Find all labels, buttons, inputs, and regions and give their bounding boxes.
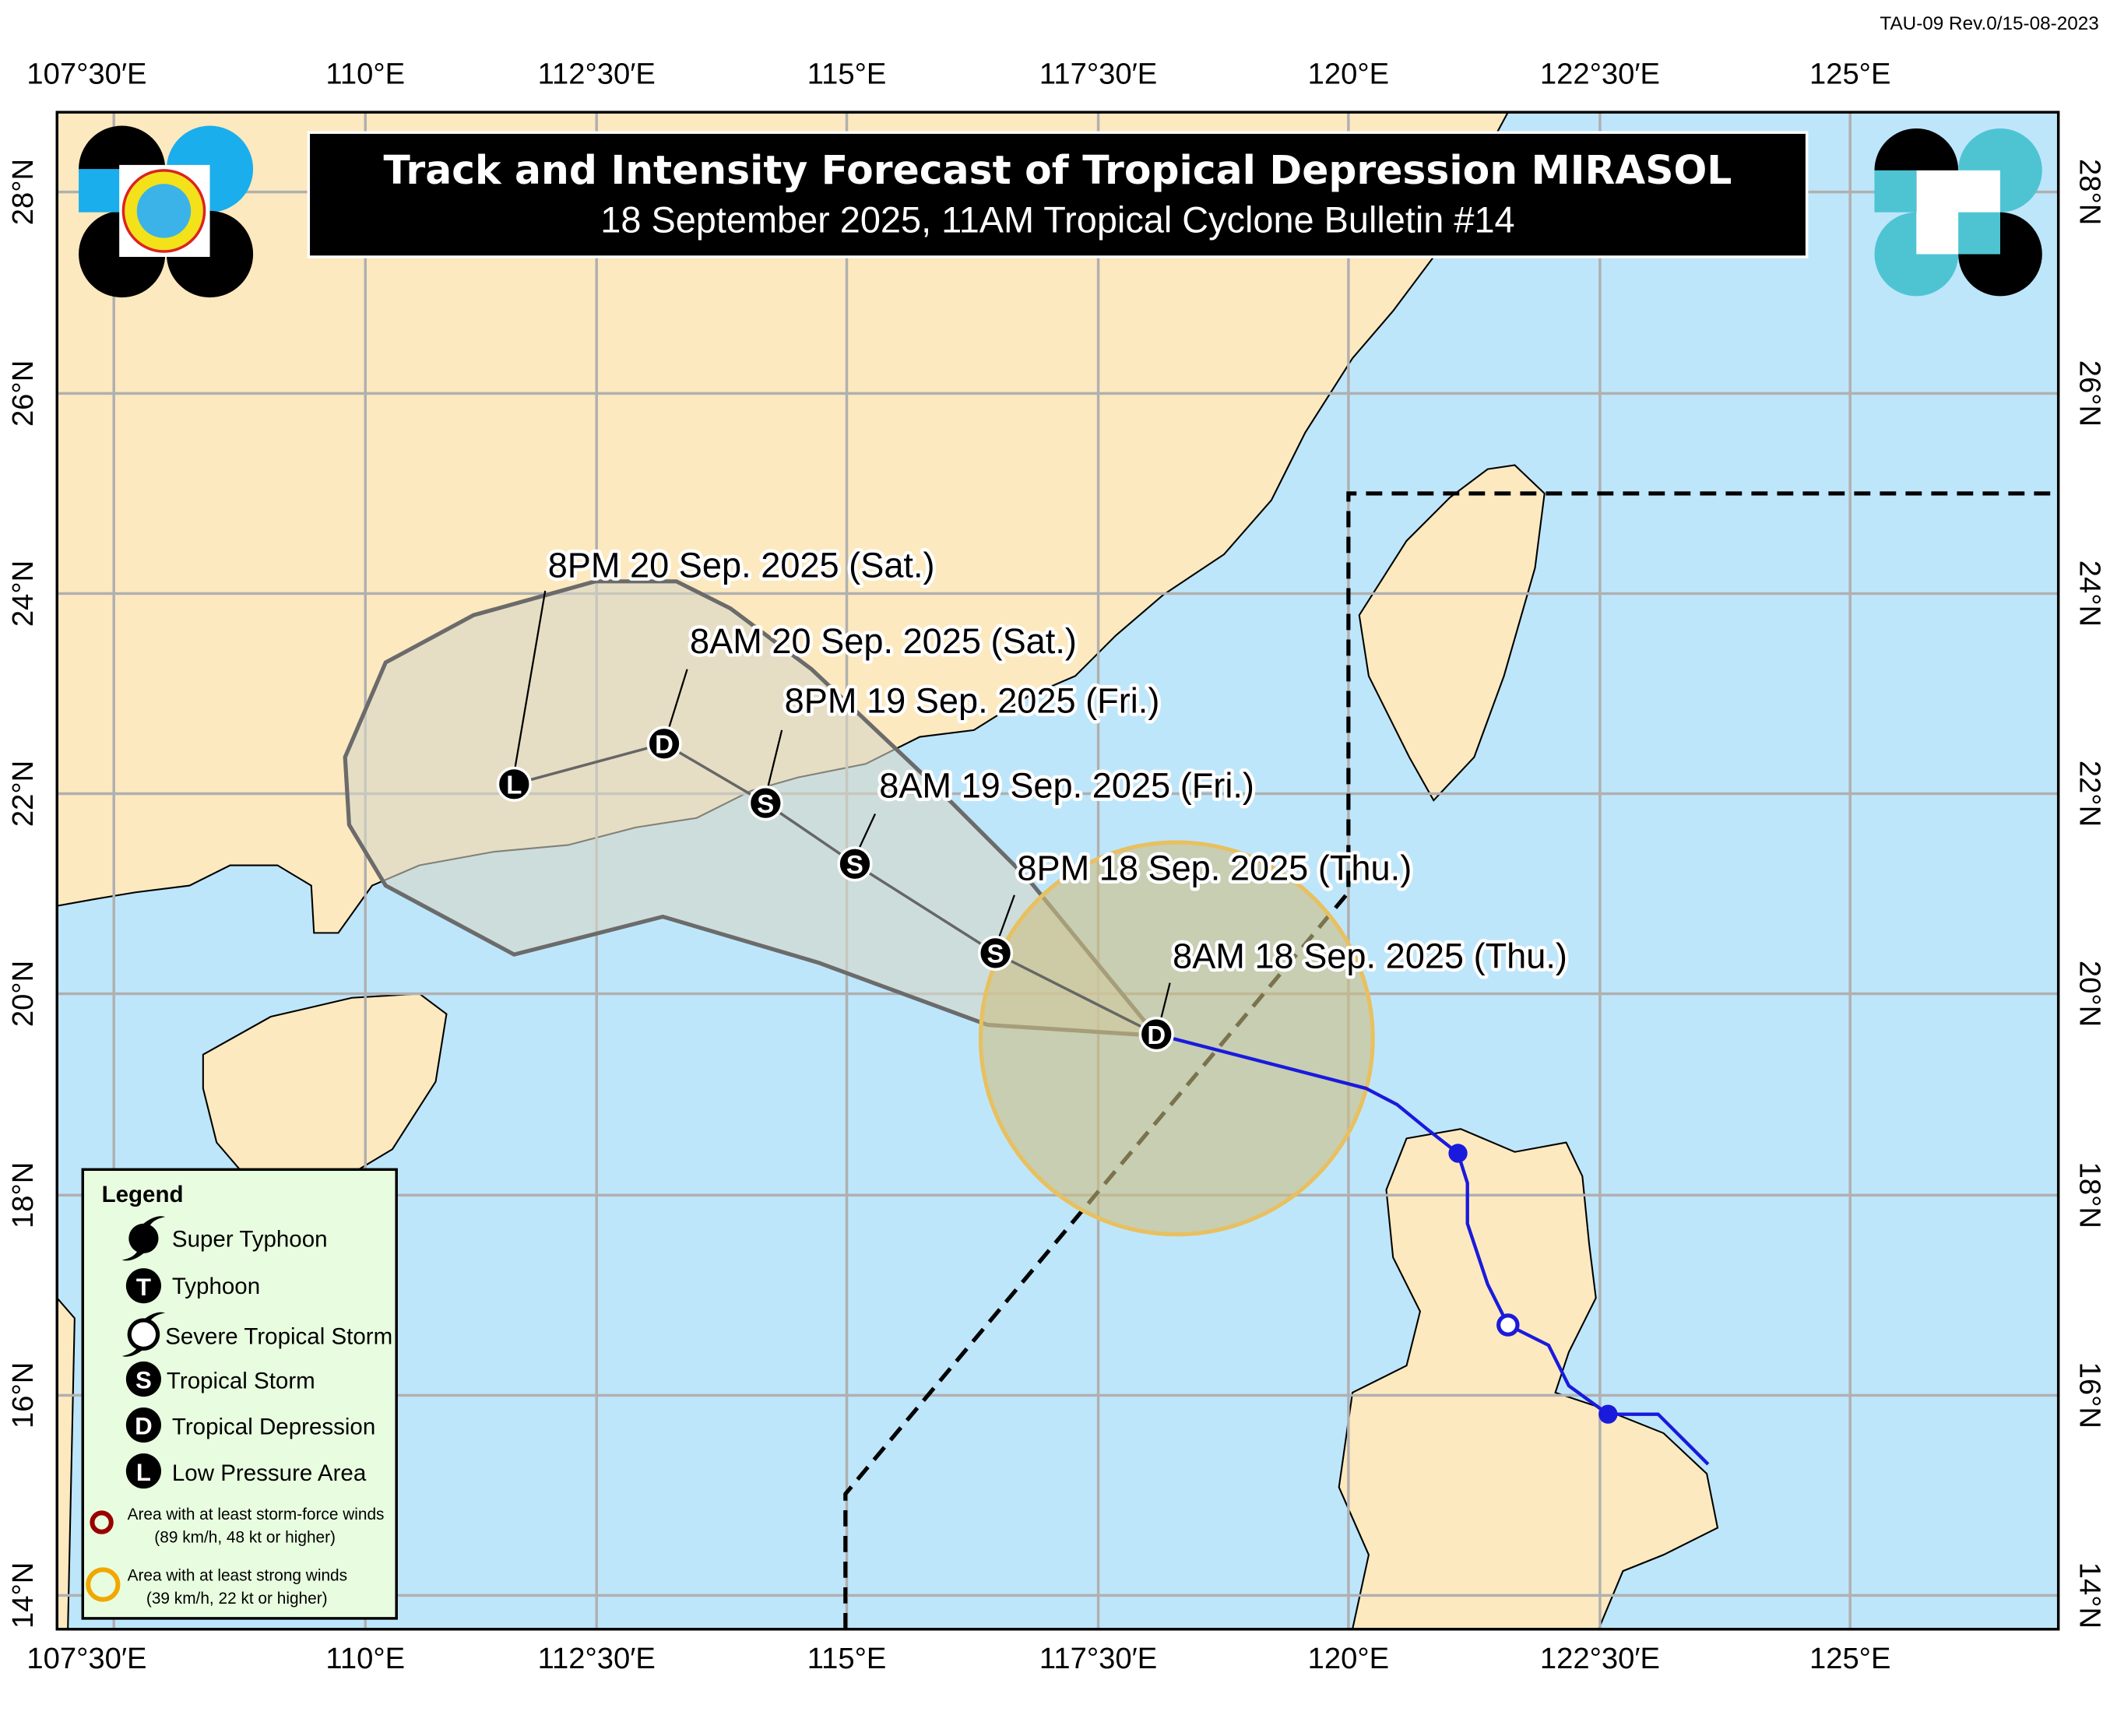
forecast-point[interactable]: D — [1138, 1017, 1174, 1052]
title-box — [307, 131, 1809, 258]
lon-ticks-top: 107°30′E 110°E 112°30′E 115°E 117°30′E 1… — [26, 58, 1890, 91]
svg-text:24°N: 24°N — [2073, 561, 2106, 627]
svg-text:120°E: 120°E — [1308, 58, 1389, 91]
lon-ticks-bottom: 107°30′E 110°E 112°30′E 115°E 117°30′E 1… — [26, 1642, 1890, 1675]
past-position-marker — [1448, 1144, 1468, 1163]
svg-text:14°N: 14°N — [2073, 1562, 2106, 1629]
typhoon-icon: T — [125, 1268, 162, 1304]
svg-text:L: L — [136, 1459, 151, 1486]
svg-text:28°N: 28°N — [6, 159, 40, 225]
form-code: TAU-09 Rev.0/15-08-2023 — [1880, 13, 2098, 34]
svg-text:18°N: 18°N — [6, 1162, 40, 1228]
symbol-S: S — [757, 789, 774, 818]
svg-text:28°N: 28°N — [2073, 159, 2106, 225]
forecast-label: 8AM 19 Sep. 2025 (Fri.) — [879, 766, 1254, 806]
forecast-track-line — [513, 742, 1158, 1036]
forecast-label: 8PM 20 Sep. 2025 (Sat.) — [548, 546, 935, 585]
svg-text:Low Pressure Area: Low Pressure Area — [172, 1460, 367, 1486]
svg-text:Tropical Storm: Tropical Storm — [167, 1369, 315, 1394]
svg-text:112°30′E: 112°30′E — [538, 58, 656, 91]
hainan — [202, 993, 448, 1191]
svg-text:20°N: 20°N — [6, 961, 40, 1027]
svg-text:Super Typhoon: Super Typhoon — [172, 1226, 328, 1252]
vietnam-coast — [57, 1296, 76, 1629]
svg-text:20°N: 20°N — [2073, 961, 2106, 1027]
forecast-label: 8AM 20 Sep. 2025 (Sat.) — [690, 621, 1077, 661]
svg-text:Severe Tropical Storm: Severe Tropical Storm — [165, 1323, 392, 1349]
svg-text:16°N: 16°N — [6, 1362, 40, 1429]
symbol-D: D — [1147, 1021, 1166, 1049]
svg-text:110°E: 110°E — [325, 1642, 405, 1675]
svg-text:Area with at least strong wind: Area with at least strong winds — [128, 1566, 347, 1584]
past-position-marker — [1598, 1404, 1618, 1424]
tropical-storm-icon: S — [125, 1361, 162, 1397]
forecast-point[interactable]: S — [747, 785, 783, 821]
past-position-marker — [1496, 1313, 1520, 1337]
forecast-point[interactable]: L — [496, 766, 532, 802]
svg-text:Typhoon: Typhoon — [172, 1274, 260, 1299]
pagasa-logo — [79, 125, 254, 298]
symbol-D: D — [655, 729, 673, 758]
svg-text:107°30′E: 107°30′E — [26, 58, 146, 91]
forecast-label: 8PM 18 Sep. 2025 (Thu.) — [1017, 849, 1412, 888]
forecast-label: 8PM 19 Sep. 2025 (Fri.) — [785, 680, 1160, 720]
svg-text:18°N: 18°N — [2073, 1162, 2106, 1228]
symbol-S: S — [846, 850, 863, 879]
svg-text:107°30′E: 107°30′E — [26, 1642, 146, 1675]
svg-text:24°N: 24°N — [6, 561, 40, 627]
tropical-depression-icon: D — [125, 1407, 162, 1443]
svg-text:125°E: 125°E — [1809, 58, 1890, 91]
forecast-point[interactable]: S — [978, 935, 1014, 971]
legend: Legend Super Typhoon T Typhoon Severe Tr… — [81, 1168, 398, 1620]
par-boundary — [843, 491, 2059, 1629]
svg-text:Area with at least storm-force: Area with at least storm-force winds — [128, 1506, 385, 1523]
svg-text:S: S — [135, 1367, 152, 1394]
svg-text:125°E: 125°E — [1809, 1642, 1890, 1675]
luzon — [1338, 1128, 1719, 1629]
storm-force-area-icon — [90, 1510, 114, 1534]
svg-text:(39 km/h, 22 kt or higher): (39 km/h, 22 kt or higher) — [146, 1590, 328, 1608]
svg-text:T: T — [136, 1274, 151, 1301]
svg-text:22°N: 22°N — [2073, 761, 2106, 827]
svg-text:14°N: 14°N — [6, 1562, 40, 1629]
super-typhoon-icon — [121, 1216, 166, 1261]
lat-ticks-right: 28°N 26°N 24°N 22°N 20°N 18°N 16°N 14°N — [2073, 159, 2106, 1629]
svg-text:112°30′E: 112°30′E — [538, 1642, 656, 1675]
forecast-point[interactable]: D — [646, 726, 682, 761]
taiwan — [1358, 464, 1546, 802]
svg-text:Tropical Depression: Tropical Depression — [172, 1414, 375, 1440]
severe-tropical-storm-icon — [121, 1312, 166, 1357]
svg-text:117°30′E: 117°30′E — [1039, 1642, 1157, 1675]
svg-text:D: D — [135, 1413, 153, 1440]
symbol-S: S — [987, 940, 1004, 968]
map-title: Track and Intensity Forecast of Tropical… — [384, 147, 1732, 193]
svg-text:26°N: 26°N — [6, 360, 40, 427]
svg-text:26°N: 26°N — [2073, 360, 2106, 427]
legend-title: Legend — [102, 1182, 184, 1207]
svg-text:110°E: 110°E — [325, 58, 405, 91]
forecast-point[interactable]: S — [837, 846, 873, 882]
dost-logo — [1874, 128, 2042, 297]
svg-text:115°E: 115°E — [807, 1642, 887, 1675]
low-pressure-area-icon: L — [125, 1453, 162, 1489]
lat-ticks-left: 28°N 26°N 24°N 22°N 20°N 18°N 16°N 14°N — [6, 159, 40, 1629]
svg-text:16°N: 16°N — [2073, 1362, 2106, 1429]
map-frame — [55, 111, 2060, 1631]
forecast-label: 8AM 18 Sep. 2025 (Thu.) — [1173, 937, 1567, 976]
svg-text:117°30′E: 117°30′E — [1039, 58, 1157, 91]
svg-text:22°N: 22°N — [6, 761, 40, 827]
svg-text:120°E: 120°E — [1308, 1642, 1389, 1675]
leader-lines — [513, 590, 1171, 1021]
svg-text:122°30′E: 122°30′E — [1540, 58, 1660, 91]
svg-text:122°30′E: 122°30′E — [1540, 1642, 1660, 1675]
symbol-L: L — [506, 770, 522, 799]
svg-text:(89 km/h, 48 kt or higher): (89 km/h, 48 kt or higher) — [154, 1529, 336, 1547]
strong-winds-area-icon — [86, 1567, 121, 1602]
svg-text:115°E: 115°E — [807, 58, 887, 91]
map-subtitle: 18 September 2025, 11AM Tropical Cyclone… — [600, 200, 1514, 241]
